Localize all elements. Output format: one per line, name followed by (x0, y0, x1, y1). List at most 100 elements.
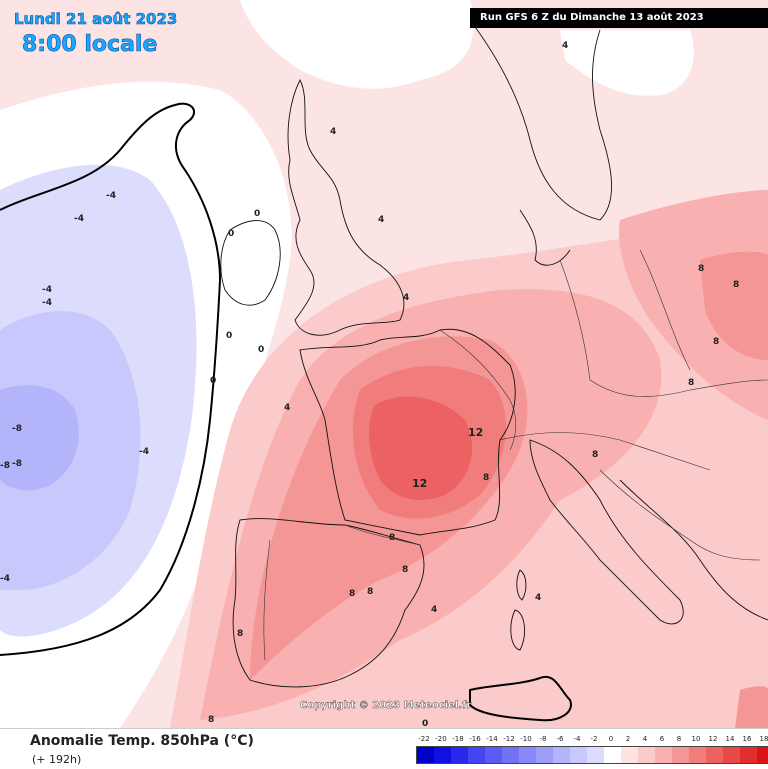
field-name: Anomalie Temp. 850hPa (°C) (30, 733, 254, 749)
legend-tick-label: -8 (539, 735, 547, 743)
legend-swatch (553, 747, 570, 763)
legend-swatch (485, 747, 502, 763)
contour-lines (0, 102, 572, 722)
legend-swatch (519, 747, 536, 763)
contour-label: 0 (258, 345, 264, 355)
contour-label: 8 (367, 587, 373, 597)
footer: Anomalie Temp. 850hPa (°C) (+ 192h) -2 2 -… (0, 728, 768, 769)
legend-tick-label: -12 (503, 735, 515, 743)
legend-swatch (638, 747, 655, 763)
zero-anomaly-zone-north (240, 0, 474, 89)
contour-label: -4 (0, 574, 10, 584)
zero-contour-west (0, 102, 222, 656)
contour-label: 0 (422, 719, 428, 728)
contour-label: -4 (42, 298, 52, 308)
sardinia-coast (510, 609, 526, 651)
valid-time: 8:00 locale (22, 32, 158, 57)
contour-label: 4 (378, 215, 384, 225)
balkans-coast (619, 479, 768, 621)
contour-label: -4 (139, 447, 149, 457)
legend-tick-label: 6 (659, 735, 665, 743)
scandinavia-coast (469, 19, 612, 221)
legend-tick-label: 12 (708, 735, 718, 743)
legend-swatch (689, 747, 706, 763)
legend-swatch (621, 747, 638, 763)
legend-swatch (502, 747, 519, 763)
contour-label: 8 (349, 589, 355, 599)
contour-label: 8 (688, 378, 694, 388)
legend-tick-label: -2 (590, 735, 598, 743)
contour-label: -4 (106, 191, 116, 201)
legend-swatch (604, 747, 621, 763)
legend-swatch (723, 747, 740, 763)
legend-swatch (570, 747, 587, 763)
legend-tick-label: 4 (642, 735, 648, 743)
border-germany-poland (559, 259, 591, 381)
border-central-europe (589, 379, 768, 397)
warm-anomaly-8-southeast (735, 686, 768, 728)
legend-tick-label: -6 (556, 735, 564, 743)
contour-label: 8 (237, 629, 243, 639)
border-spain-portugal (263, 539, 271, 661)
contour-label: 8 (713, 337, 719, 347)
contour-label: -4 (42, 285, 52, 295)
contour-label: 12 (412, 477, 427, 490)
italy-coast (529, 439, 684, 625)
country-borders (263, 249, 768, 661)
legend-tick-label: -16 (469, 735, 481, 743)
contour-label: 4 (403, 293, 409, 303)
contour-label: 8 (698, 264, 704, 274)
zero-contour-south (469, 675, 572, 722)
valid-date: Lundi 21 août 2023 (14, 10, 178, 28)
contour-labels: -4 -4 -4 -4 -4 -4 -8 -8 -8 0 0 0 0 0 0 4… (0, 41, 739, 728)
legend-swatch (740, 747, 757, 763)
contour-label: 8 (389, 533, 395, 543)
contour-label: 8 (592, 450, 598, 460)
legend-tick-label: 16 (742, 735, 752, 743)
contour-label: 8 (208, 715, 214, 725)
contour-label: 12 (468, 426, 483, 439)
border-alps (499, 432, 711, 471)
corsica-coast (516, 569, 527, 601)
warm-anomaly-12 (368, 396, 473, 500)
contour-label: 0 (210, 376, 216, 386)
warm-anomaly-6-east (619, 190, 768, 420)
contour-label: 4 (562, 41, 568, 51)
ireland-coast (220, 220, 281, 306)
legend-tick-label: -4 (573, 735, 581, 743)
legend-tick-label: -14 (486, 735, 498, 743)
legend-swatch (655, 747, 672, 763)
contour-label: 4 (431, 605, 437, 615)
contour-label: 0 (226, 331, 232, 341)
contour-label: -8 (12, 424, 22, 434)
legend-tick-label: -10 (520, 735, 532, 743)
legend-tick-label: 2 (625, 735, 631, 743)
contour-label: 4 (535, 593, 541, 603)
legend-swatch (434, 747, 451, 763)
contour-label: 4 (330, 127, 336, 137)
contour-label: -8 (0, 461, 10, 471)
warm-anomaly-8-northeast (700, 251, 768, 360)
cold-anomaly-8 (0, 385, 79, 491)
contour-label: 4 (284, 403, 290, 413)
lead-time: (+ 192h) (32, 753, 82, 766)
legend-swatches (416, 746, 768, 764)
legend-swatch (468, 747, 485, 763)
legend-swatch (757, 747, 768, 763)
legend-swatch (536, 747, 553, 763)
legend-tick-label: 10 (691, 735, 701, 743)
legend-swatch (706, 747, 723, 763)
great-britain-coast (287, 78, 405, 336)
contour-label: -8 (12, 459, 22, 469)
legend-swatch (672, 747, 689, 763)
legend-tick-label: 0 (608, 735, 614, 743)
border-poland-east (639, 249, 691, 371)
border-france-germany (439, 329, 517, 451)
legend-tick-label: 18 (759, 735, 768, 743)
temperature-anomaly-map: -4 -4 -4 -4 -4 -4 -8 -8 -8 0 0 0 0 0 0 4… (0, 0, 768, 728)
legend-tick-label: 8 (676, 735, 682, 743)
legend-tick-label: -20 (435, 735, 447, 743)
legend-swatch (417, 747, 434, 763)
contour-label: 0 (228, 229, 234, 239)
run-banner: Run GFS 6 Z du Dimanche 13 août 2023 (470, 8, 768, 28)
